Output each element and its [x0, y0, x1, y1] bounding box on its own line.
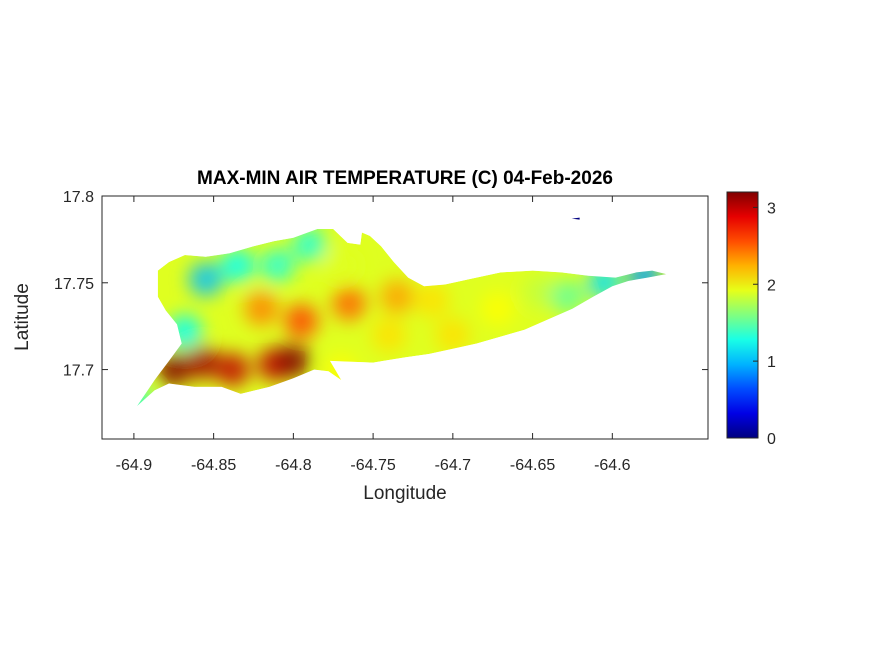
- colorbar-tick-label: 1: [767, 354, 776, 371]
- axes-frame: [101, 195, 709, 440]
- value-blob: [415, 283, 450, 318]
- x-tick-label: -64.75: [350, 457, 395, 474]
- x-tick-label: -64.65: [510, 457, 555, 474]
- y-axis-label: Latitude: [12, 283, 33, 351]
- value-blob: [372, 317, 407, 352]
- value-blob: [276, 343, 311, 378]
- x-tick-label: -64.6: [594, 457, 631, 474]
- value-blob: [550, 279, 585, 314]
- colorbar-gradient: [726, 191, 759, 439]
- value-blob: [244, 291, 279, 326]
- value-blob: [523, 274, 558, 309]
- colorbar: 0 1 2 3: [726, 191, 776, 448]
- y-tick-label: 17.75: [54, 276, 94, 293]
- value-blob: [292, 229, 327, 262]
- plot-area: -64.9 -64.85 -64.8 -64.75 -64.7 -64.65 -64.6 1…: [54, 189, 709, 474]
- value-blob: [380, 279, 414, 314]
- value-blob: [480, 291, 515, 326]
- value-blob: [260, 248, 295, 283]
- x-axis-label: Longitude: [363, 483, 446, 504]
- x-tick-label: -64.85: [191, 457, 236, 474]
- x-tick-label: -64.8: [275, 457, 312, 474]
- y-tick-label: 17.8: [63, 189, 94, 206]
- x-tick-label: -64.7: [435, 457, 472, 474]
- value-blob: [137, 387, 155, 406]
- x-axis-ticks: -64.9 -64.85 -64.8 -64.75 -64.7 -64.65 -64.6: [116, 196, 631, 474]
- value-blob: [188, 262, 223, 297]
- chart-title: MAX-MIN AIR TEMPERATURE (C) 04-Feb-2026: [197, 168, 613, 189]
- colorbar-tick-label: 0: [767, 431, 776, 448]
- value-blob: [185, 345, 220, 380]
- value-blob: [332, 286, 367, 321]
- islet-mark: [571, 217, 580, 220]
- value-blob: [324, 248, 359, 283]
- colorbar-tick-label: 2: [767, 277, 776, 294]
- value-blob: [284, 304, 319, 338]
- value-blob: [435, 317, 470, 352]
- value-blob: [220, 248, 255, 283]
- value-blob: [215, 352, 250, 387]
- y-tick-label: 17.7: [63, 363, 94, 380]
- colorbar-tick-label: 3: [767, 200, 776, 217]
- colorbar-ticks: 0 1 2 3: [753, 200, 776, 448]
- y-axis-ticks: 17.7 17.75 17.8: [54, 189, 708, 380]
- x-tick-label: -64.9: [116, 457, 153, 474]
